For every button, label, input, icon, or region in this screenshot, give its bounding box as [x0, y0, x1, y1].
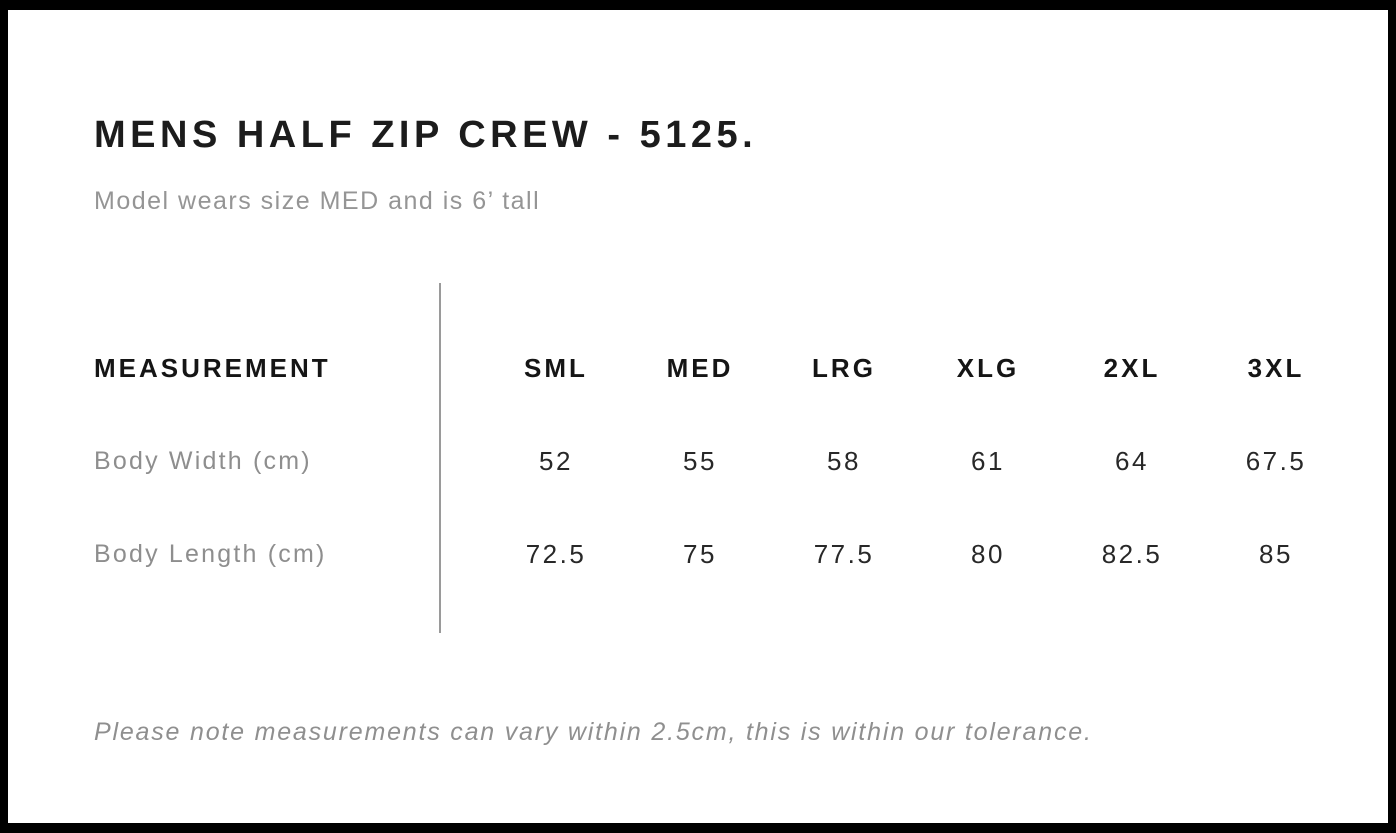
body-width-xlg: 61 — [971, 446, 1005, 476]
size-column-header-2xl: 2XL — [1103, 353, 1161, 383]
body-width-3xl: 67.5 — [1245, 446, 1307, 476]
size-column-header-3xl: 3XL — [1247, 353, 1305, 383]
body-length-lrg: 77.5 — [813, 539, 875, 569]
body-width-2xl: 64 — [1115, 446, 1149, 476]
body-length-sml: 72.5 — [525, 539, 587, 569]
table-vertical-divider — [439, 283, 441, 633]
row-label-body-width: Body Width (cm) — [94, 447, 312, 475]
size-column-header-lrg: LRG — [812, 353, 876, 383]
body-length-3xl: 85 — [1259, 539, 1293, 569]
measurement-column-header: MEASUREMENT — [94, 353, 331, 383]
size-column-header-xlg: XLG — [956, 353, 1020, 383]
row-label-body-length: Body Length (cm) — [94, 540, 327, 568]
body-length-med: 75 — [683, 539, 717, 569]
body-width-med: 55 — [683, 446, 717, 476]
model-size-note: Model wears size MED and is 6’ tall — [94, 187, 541, 215]
body-length-xlg: 80 — [971, 539, 1005, 569]
size-column-header-med: MED — [666, 353, 734, 383]
size-chart-table: MEASUREMENT SML MED LRG XLG 2XL 3XL Body… — [94, 322, 1348, 601]
body-width-sml: 52 — [539, 446, 573, 476]
body-width-lrg: 58 — [827, 446, 861, 476]
page-title: MENS HALF ZIP CREW - 5125. — [94, 114, 758, 156]
body-length-2xl: 82.5 — [1101, 539, 1163, 569]
tolerance-note: Please note measurements can vary within… — [94, 718, 1093, 746]
size-column-header-sml: SML — [524, 353, 588, 383]
